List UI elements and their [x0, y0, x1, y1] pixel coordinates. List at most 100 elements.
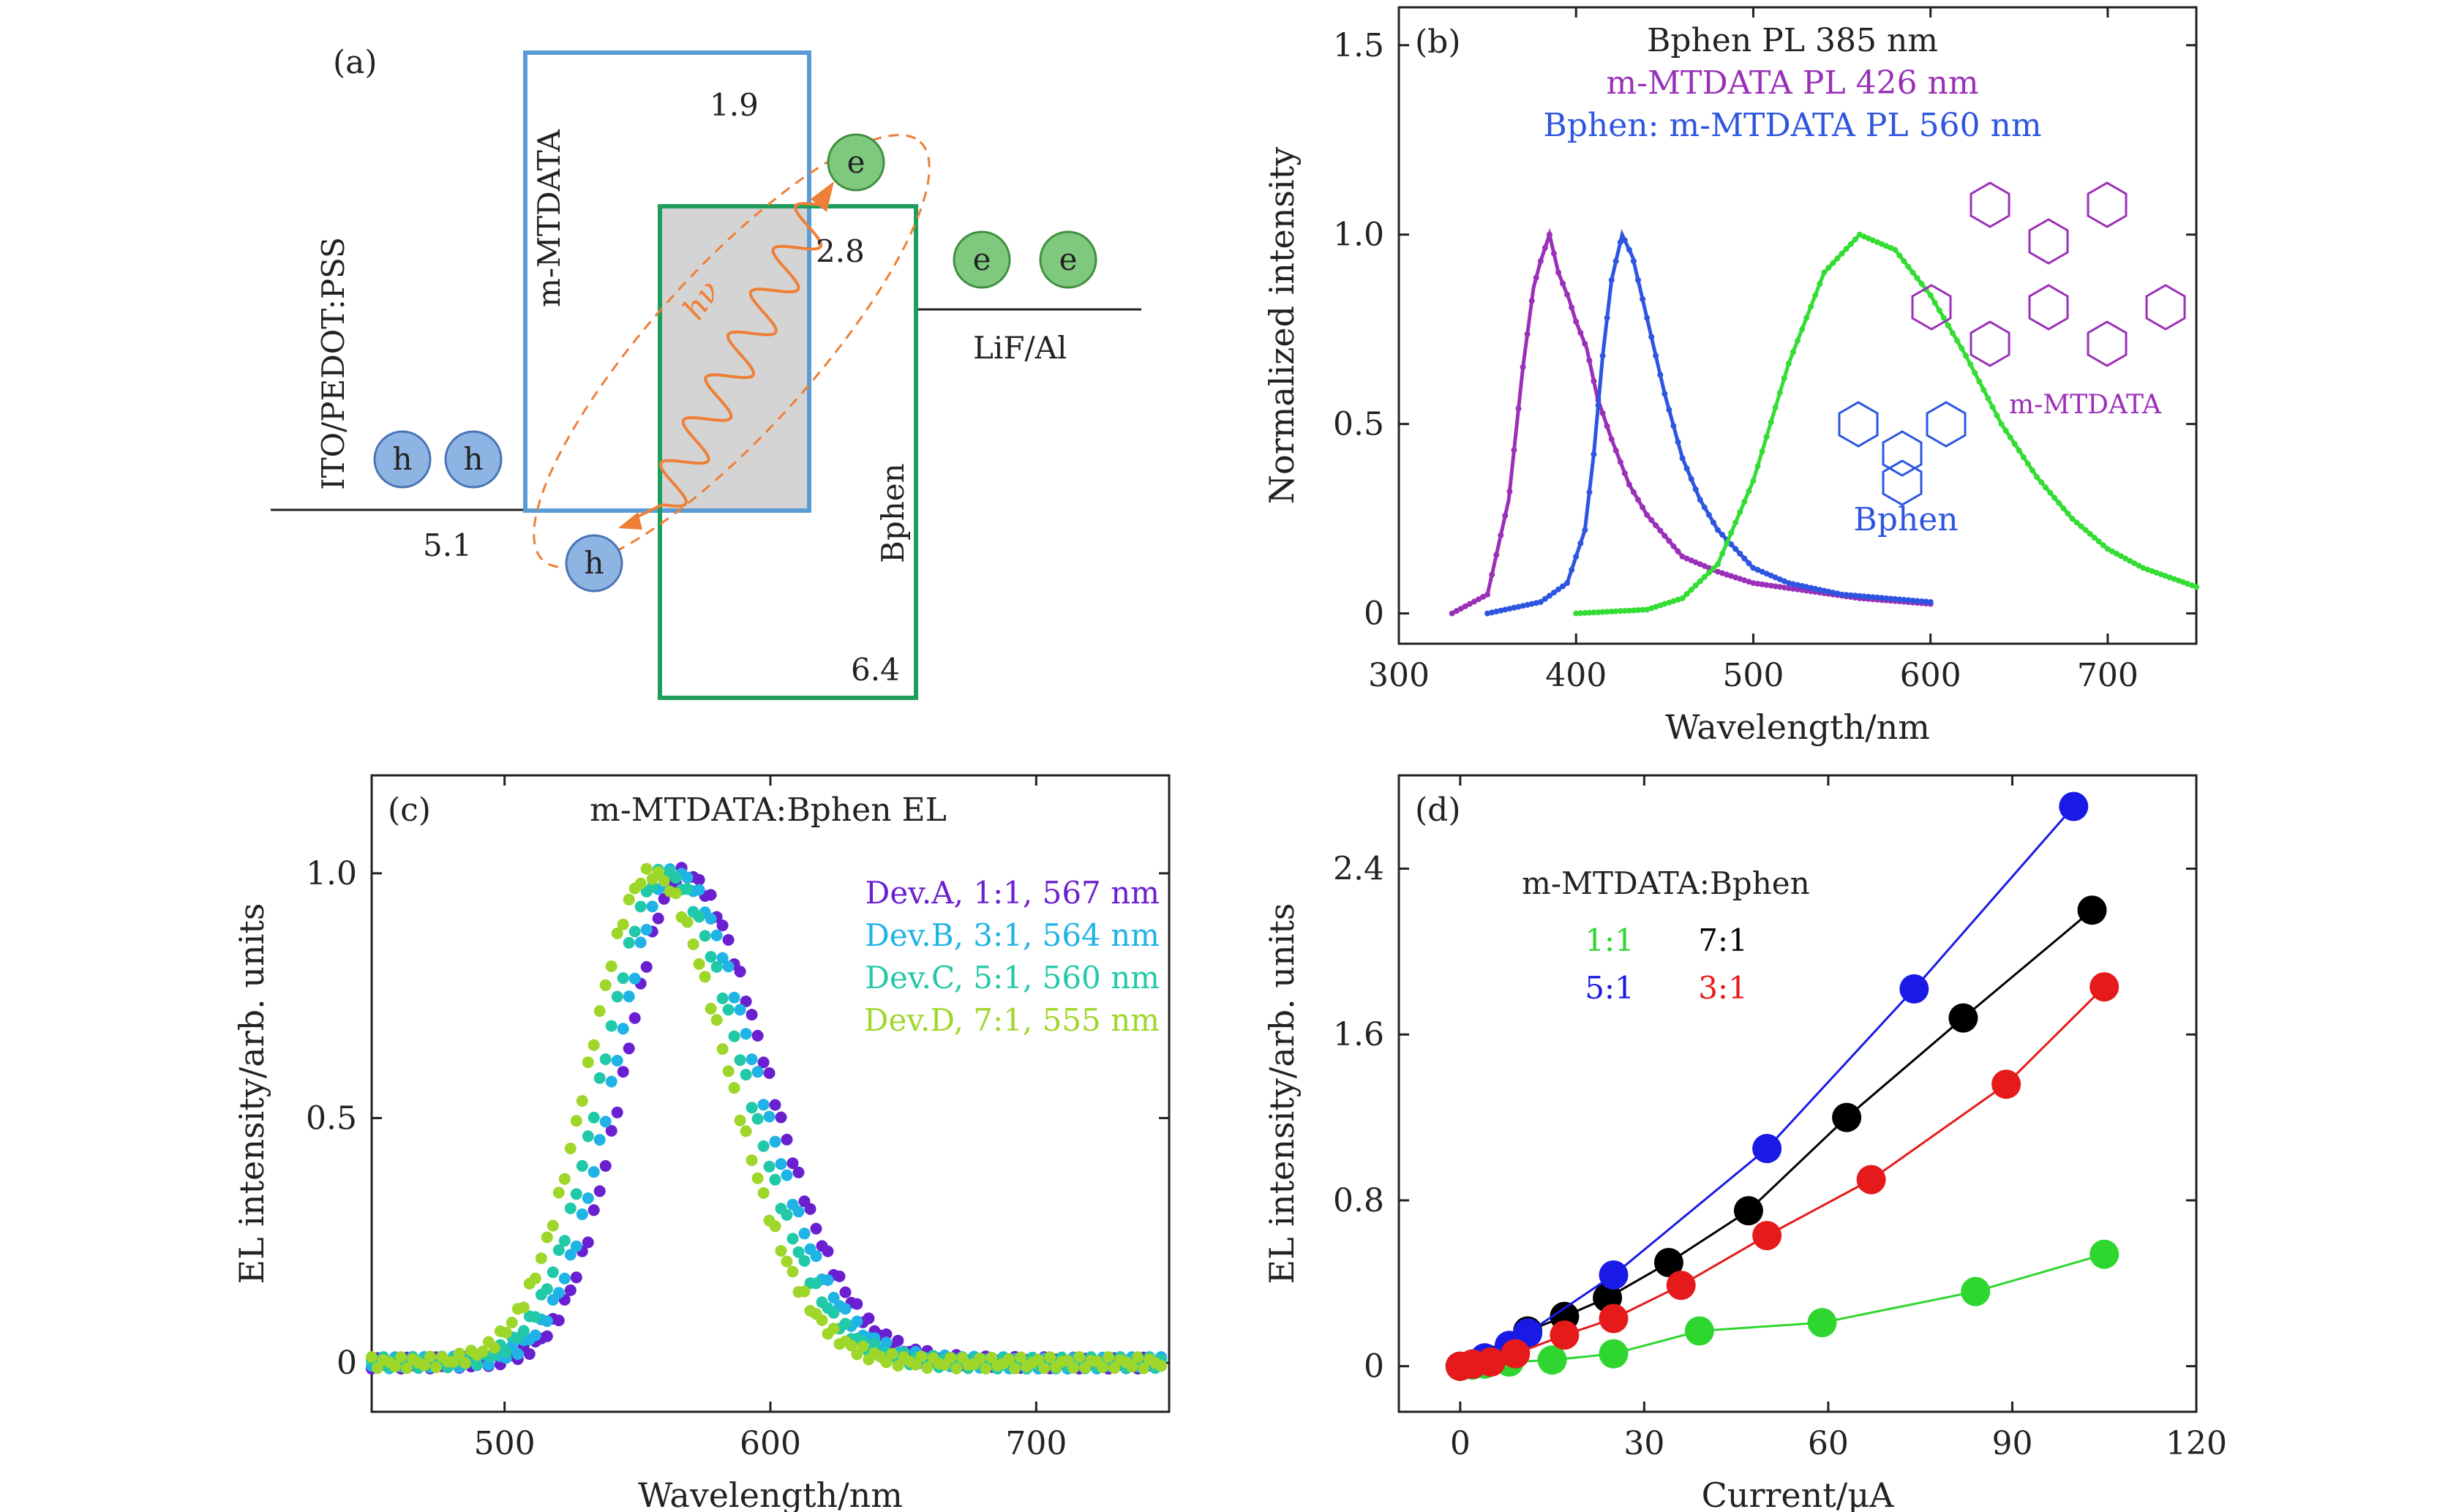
pl-point: [1653, 603, 1659, 610]
pl-point: [1910, 269, 1916, 276]
pl-point: [1799, 326, 1806, 333]
pl-point: [2082, 527, 2089, 533]
pl-point: [1843, 592, 1850, 598]
pl-point: [1666, 538, 1672, 544]
pl-point: [1560, 583, 1566, 590]
el-point: [693, 958, 705, 970]
el-point: [746, 1154, 758, 1167]
el-point: [781, 1255, 793, 1268]
pl-point: [1586, 489, 1593, 495]
pl-point: [1896, 596, 1903, 603]
pl-point: [1905, 597, 1912, 603]
pl-point: [1927, 599, 1934, 605]
pl-point: [1949, 330, 1956, 336]
el-point: [658, 875, 670, 887]
pl-point: [1635, 497, 1641, 503]
pl-point: [1869, 594, 1876, 601]
el-point: [1103, 1351, 1115, 1364]
panel-label: (d): [1415, 791, 1461, 829]
el-point: [587, 1039, 600, 1051]
pl-point: [1471, 598, 1477, 605]
bphen-ring: [1926, 401, 1967, 448]
pl-point: [1604, 315, 1610, 321]
el-point: [640, 862, 653, 875]
el-point: [1015, 1351, 1027, 1364]
el-point: [804, 1203, 816, 1215]
current-point: [1991, 1069, 2021, 1099]
el-point: [541, 1283, 553, 1295]
pl-point: [1989, 404, 1996, 410]
pl-point: [1640, 504, 1646, 511]
el-point: [810, 1250, 822, 1263]
el-point: [693, 873, 705, 886]
pl-point: [1582, 527, 1588, 533]
electron-label: e: [973, 241, 991, 277]
pl-point: [1692, 486, 1699, 492]
el-point: [424, 1350, 436, 1363]
el-point: [705, 913, 717, 925]
pl-point: [1591, 609, 1597, 616]
pl-point: [1790, 581, 1796, 587]
el-point: [839, 1303, 852, 1315]
pl-point: [1746, 488, 1752, 494]
el-point: [880, 1356, 893, 1369]
el-point: [558, 1272, 571, 1285]
pl-point: [2065, 511, 2071, 516]
pl-point: [1555, 586, 1561, 593]
current-point: [2090, 972, 2120, 1002]
pl-point: [1489, 571, 1495, 578]
el-point: [722, 1065, 735, 1077]
pl-point: [1502, 606, 1509, 613]
pl-point: [1640, 606, 1646, 613]
pl-point: [1666, 407, 1672, 413]
pl-point: [1515, 405, 1522, 412]
pl-point: [1675, 596, 1681, 603]
panel-a-energy-diagram: hν(a)ITO/PEDOT:PSSm-MTDATABphenLiF/Al1.9…: [271, 44, 1141, 700]
pl-point: [1776, 576, 1783, 582]
pl-point: [2114, 551, 2120, 557]
el-point: [599, 1159, 612, 1172]
pl-point: [1630, 258, 1637, 264]
el-point: [506, 1317, 518, 1328]
pl-point: [2002, 427, 2009, 434]
el-title: m-MTDATA:Bphen EL: [590, 791, 947, 829]
el-point: [634, 900, 647, 913]
el-point: [757, 1056, 770, 1069]
current-point: [1899, 974, 1929, 1004]
el-point: [851, 1298, 863, 1310]
el-point: [769, 1220, 781, 1233]
el-point: [1038, 1362, 1051, 1374]
pl-point: [1635, 277, 1641, 283]
el-point: [950, 1362, 963, 1374]
pl-point: [1644, 606, 1651, 613]
mtdata-ring: [2145, 284, 2186, 331]
el-point: [605, 960, 617, 972]
pl-point: [1812, 585, 1819, 592]
pl-point: [1520, 364, 1526, 370]
pl-point: [1785, 580, 1792, 587]
pl-point: [1484, 591, 1491, 598]
y-tick-label: 1.6: [1333, 1016, 1384, 1053]
pl-point: [1493, 552, 1500, 558]
el-point: [763, 1160, 776, 1173]
pl-point: [2104, 546, 2111, 552]
el-point: [857, 1340, 869, 1353]
pl-point: [1537, 258, 1544, 264]
pl-point: [1506, 606, 1513, 612]
pl-point: [1918, 281, 1925, 287]
pl-point: [2149, 568, 2155, 574]
pl-point: [1715, 527, 1721, 533]
y-tick-label: 0.5: [1333, 406, 1384, 443]
pl-point: [1644, 511, 1651, 518]
pl-point: [2007, 434, 2013, 440]
el-point: [599, 1053, 612, 1065]
pl-point: [1847, 241, 1854, 247]
pl-point: [1573, 553, 1580, 560]
pl-point: [2144, 566, 2151, 573]
pl-point: [2136, 563, 2142, 569]
el-point: [500, 1326, 512, 1339]
el-point: [570, 1271, 582, 1284]
el-point: [734, 1114, 746, 1127]
el-legend-entry: Dev.D, 7:1, 555 nm: [864, 1002, 1160, 1038]
el-point: [681, 871, 694, 884]
